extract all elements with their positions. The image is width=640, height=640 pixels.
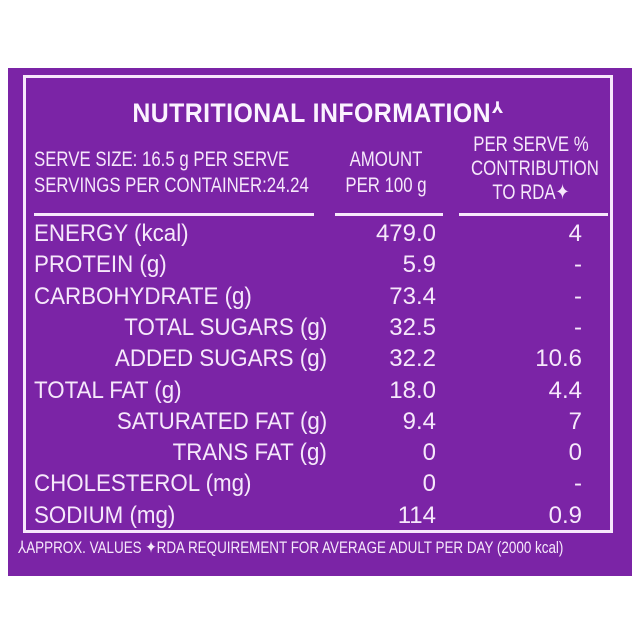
label-border: NUTRITIONAL INFORMATION⅄ SERVE SIZE: 16.… [23,75,613,533]
amount-per-100g: 9.4 [402,407,436,435]
nutrient-label: ENERGY (kcal) [34,220,189,247]
amount-per-100g: 18.0 [389,376,436,404]
rda-contribution: 0 [568,439,582,467]
rda-contribution: 4.4 [548,376,582,404]
rda-contribution: 0.9 [548,501,582,529]
nutrient-label: ADDED SUGARS (g) [114,345,327,373]
nutrient-label: CHOLESTEROL (mg) [34,470,252,498]
amount-per-100g: 32.5 [389,313,436,341]
title-text: NUTRITIONAL INFORMATION [132,98,492,128]
nutrient-label: TOTAL SUGARS (g) [124,313,327,341]
rda-header-line3: TO RDA✦ [492,181,570,204]
rda-header-line1: PER SERVE % [473,133,589,156]
nutrition-label: NUTRITIONAL INFORMATION⅄ SERVE SIZE: 16.… [8,68,632,576]
rda-contribution: 4 [568,220,582,247]
nutrient-label: SODIUM (mg) [34,501,176,529]
amount-per-100g: 114 [397,501,436,529]
label-title: NUTRITIONAL INFORMATION⅄ [49,98,586,129]
nutrient-label: TRANS FAT (g) [172,439,327,467]
footnote: ⅄APPROX. VALUES ✦RDA REQUIREMENT FOR AVE… [18,538,564,557]
servings-per-container: SERVINGS PER CONTAINER:24.24 [34,174,309,197]
divider-rda-column [459,213,608,216]
rda-contribution: 10.6 [535,345,582,373]
amount-per-100g: 73.4 [389,282,436,310]
divider-amount-column [335,213,443,216]
rda-contribution: - [574,251,582,279]
amount-per-100g: 479.0 [375,220,436,247]
rda-contribution: - [574,470,582,498]
nutrient-label: PROTEIN (g) [34,251,167,279]
rda-header-line2: CONTRIBUTION [471,157,599,180]
serve-size: SERVE SIZE: 16.5 g PER SERVE [34,148,290,171]
amount-per-100g: 5.9 [402,251,436,279]
rda-contribution: - [574,282,582,310]
amount-per-100g: 32.2 [389,345,436,373]
rda-contribution: - [574,313,582,341]
approx-mark-icon: ⅄ [492,100,504,117]
nutrient-label: TOTAL FAT (g) [34,376,182,404]
amount-header-line1: AMOUNT [349,148,423,171]
amount-per-100g: 0 [422,470,436,498]
nutrient-label: CARBOHYDRATE (g) [34,282,252,310]
amount-per-100g: 0 [422,439,436,467]
rda-contribution: 7 [568,407,582,435]
amount-header-line2: PER 100 g [345,174,427,197]
divider-nutrient-column [34,213,314,216]
nutrient-label: SATURATED FAT (g) [116,407,327,435]
